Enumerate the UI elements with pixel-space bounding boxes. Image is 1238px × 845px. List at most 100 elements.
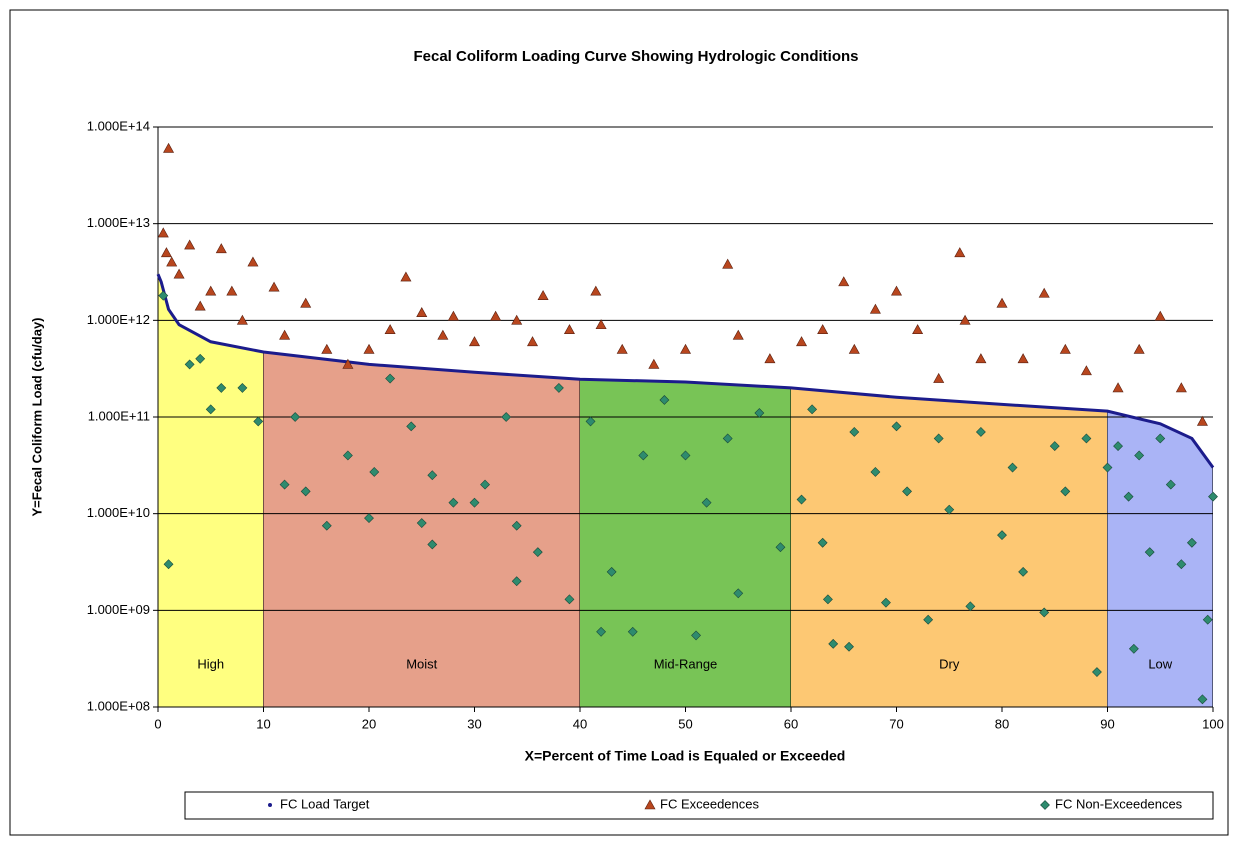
non-exceedence-point [427,539,438,550]
x-tick-label: 0 [154,716,161,731]
exceedence-point [166,256,178,267]
exceedence-point [194,300,206,311]
non-exceedence-point [1155,433,1166,444]
non-exceedence-point [1165,479,1176,490]
non-exceedence-point [754,408,765,418]
chart-title: Fecal Coliform Loading Curve Showing Hyd… [413,48,858,65]
non-exceedence-point [844,641,854,652]
non-exceedence-point [253,416,264,427]
non-exceedence-point [1134,450,1145,461]
exceedence-point [300,297,312,308]
exceedence-point [342,358,354,369]
exceedence-point [468,336,481,347]
legend-marker [1040,800,1050,810]
non-exceedence-point [596,626,607,637]
exceedence-point [321,343,333,354]
region-label: High [197,656,224,671]
non-exceedence-point [944,504,955,515]
non-exceedence-point [933,433,944,444]
non-exceedence-point [321,520,332,531]
exceedence-point [1059,343,1071,354]
x-tick-label: 80 [995,716,1009,731]
exceedence-point [996,297,1008,308]
non-exceedence-point [585,416,596,427]
exceedence-point [157,227,169,238]
y-tick-label: 1.000E+08 [87,698,150,713]
exceedence-point [416,307,428,317]
non-exceedence-point [1208,491,1218,502]
non-exceedence-point [807,404,818,415]
exceedence-point [648,358,660,369]
x-tick-label: 60 [784,716,798,731]
exceedence-point [163,142,175,153]
non-exceedence-point [775,542,786,553]
non-exceedence-point [532,547,543,558]
non-exceedence-point [416,518,427,528]
non-exceedence-point [427,470,438,481]
non-exceedence-point [638,450,649,461]
non-exceedence-point [1102,462,1113,473]
y-tick-label: 1.000E+09 [87,602,150,617]
non-exceedence-point [881,597,891,608]
non-exceedence-point [1176,559,1187,570]
non-exceedence-point [975,427,986,437]
non-exceedence-point [796,494,807,505]
non-exceedence-point [902,486,912,497]
non-exceedence-point [659,395,670,405]
non-exceedence-point [691,630,701,641]
non-exceedence-point [627,626,638,637]
exceedence-point [912,324,924,335]
non-exceedence-point [1144,547,1155,558]
non-exceedence-point [205,404,216,415]
exceedence-point [1017,353,1029,364]
x-axis-label: X=Percent of Time Load is Equaled or Exc… [525,748,846,764]
non-exceedence-point [163,559,174,570]
non-exceedence-point [828,638,839,649]
non-exceedence-point [237,382,248,393]
exceedence-point [1175,382,1187,393]
exceedence-point [184,239,196,250]
exceedence-point [1038,287,1050,298]
non-exceedence-point [997,530,1007,541]
region-label: Moist [406,656,437,671]
region-label: Mid-Range [654,656,718,671]
exceedence-point [490,310,502,321]
non-exceedence-point [216,382,227,393]
non-exceedence-point [300,486,311,497]
non-exceedence-point [406,421,417,432]
non-exceedence-point [511,520,522,531]
legend-label: FC Non-Exceedences [1055,796,1183,811]
non-exceedence-point [1039,607,1050,618]
non-exceedence-point [817,537,828,548]
exceedence-point [722,258,734,269]
non-exceedence-point [279,479,290,490]
non-exceedence-point [290,412,301,422]
non-exceedence-point [1128,643,1139,654]
exceedence-point [959,314,971,325]
y-tick-label: 1.000E+10 [87,505,150,520]
non-exceedence-point [1007,462,1018,473]
exceedence-point [215,243,227,254]
exceedence-point [890,285,903,296]
legend-label: FC Exceedences [660,796,759,811]
non-exceedence-point [680,450,691,461]
non-exceedence-point [369,467,380,477]
non-exceedence-point [870,467,881,477]
x-tick-label: 90 [1100,716,1114,731]
legend-marker [644,799,656,810]
non-exceedence-point [448,497,459,508]
non-exceedence-point [158,290,169,301]
exceedence-point [848,343,860,354]
exceedence-point [954,247,966,258]
exceedence-point [1133,343,1145,354]
non-exceedence-point [965,601,976,612]
exceedence-point [226,285,238,296]
y-tick-label: 1.000E+12 [87,312,150,327]
exceedence-point [160,247,172,258]
target-curve [156,273,1215,469]
non-exceedence-point [923,614,934,625]
exceedence-point [764,353,776,364]
non-exceedence-point [701,497,712,508]
exceedence-point [437,329,449,340]
